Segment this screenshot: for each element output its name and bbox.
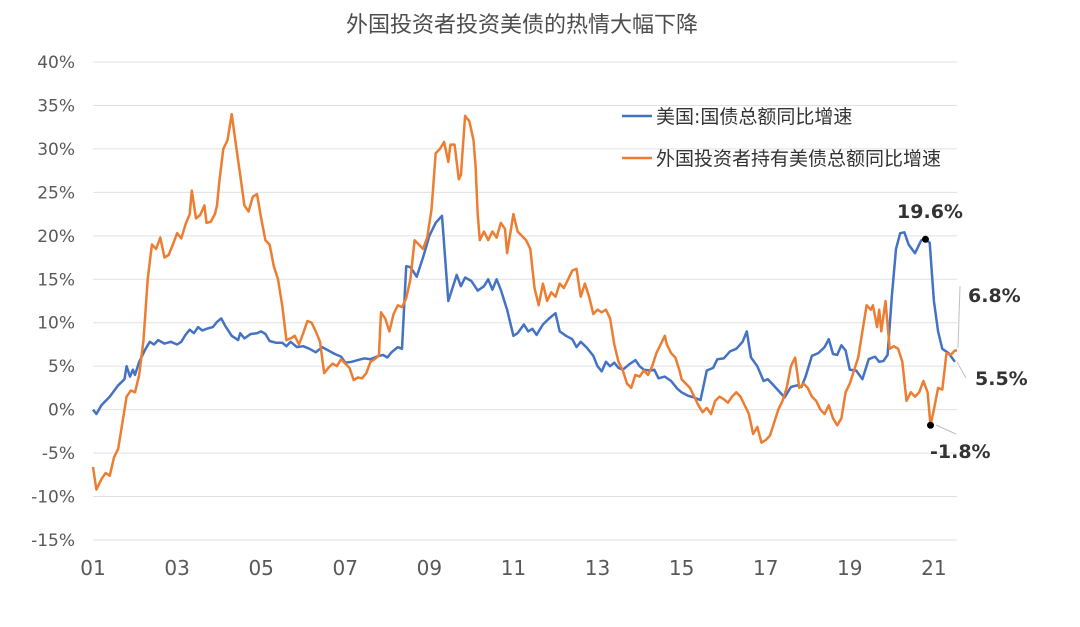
series-lines <box>91 112 957 491</box>
y-tick-label: -15% <box>31 531 75 551</box>
y-tick-label: 0% <box>48 401 75 421</box>
x-axis-ticks: 01 03 05 07 09 11 13 15 17 19 21 <box>80 556 946 580</box>
annotation-marker <box>927 421 935 429</box>
y-tick-label: 25% <box>37 183 75 203</box>
series-line-us-debt <box>92 214 956 416</box>
legend-label-foreign-holdings: 外国投资者持有美债总额同比增速 <box>656 148 941 170</box>
y-tick-label: -5% <box>42 444 75 464</box>
y-tick-label: 20% <box>37 227 75 247</box>
annotation-label: -1.8% <box>930 441 991 463</box>
x-tick-label: 17 <box>753 556 778 580</box>
y-tick-label: 40% <box>37 53 75 73</box>
x-tick-label: 13 <box>585 556 610 580</box>
annotation-leader <box>935 424 957 435</box>
x-tick-label: 07 <box>333 556 358 580</box>
x-tick-label: 19 <box>837 556 862 580</box>
y-tick-label: 15% <box>37 270 75 290</box>
x-tick-label: 15 <box>669 556 694 580</box>
legend: 美国:国债总额同比增速 外国投资者持有美债总额同比增速 <box>622 106 941 170</box>
x-tick-label: 03 <box>164 556 189 580</box>
gridlines <box>93 61 957 541</box>
annotation-label: 6.8% <box>968 285 1021 307</box>
y-tick-label: 5% <box>48 357 75 377</box>
annotations: 19.6% 6.8% 5.5% -1.8% <box>897 201 1028 463</box>
x-tick-label: 05 <box>248 556 273 580</box>
legend-label-us-debt: 美国:国债总额同比增速 <box>656 106 852 128</box>
annotation-leader <box>957 285 961 349</box>
y-tick-label: 35% <box>37 96 75 116</box>
x-tick-label: 11 <box>501 556 526 580</box>
y-tick-label: 10% <box>37 314 75 334</box>
x-tick-label: 09 <box>417 556 442 580</box>
x-tick-label: 21 <box>921 556 946 580</box>
y-tick-label: -10% <box>31 488 75 508</box>
annotation-leader <box>956 361 967 379</box>
x-tick-label: 01 <box>80 556 105 580</box>
y-tick-label: 30% <box>37 140 75 160</box>
annotation-marker <box>921 235 929 243</box>
annotation-label: 5.5% <box>975 368 1028 390</box>
series-line-foreign-holdings <box>91 112 957 491</box>
annotation-label: 19.6% <box>897 201 963 223</box>
y-axis-ticks: 40% 35% 30% 25% 20% 15% 10% 5% 0% -5% -10% -15% <box>31 53 75 551</box>
chart-title: 外国投资者投资美债的热情大幅下降 <box>346 13 698 38</box>
